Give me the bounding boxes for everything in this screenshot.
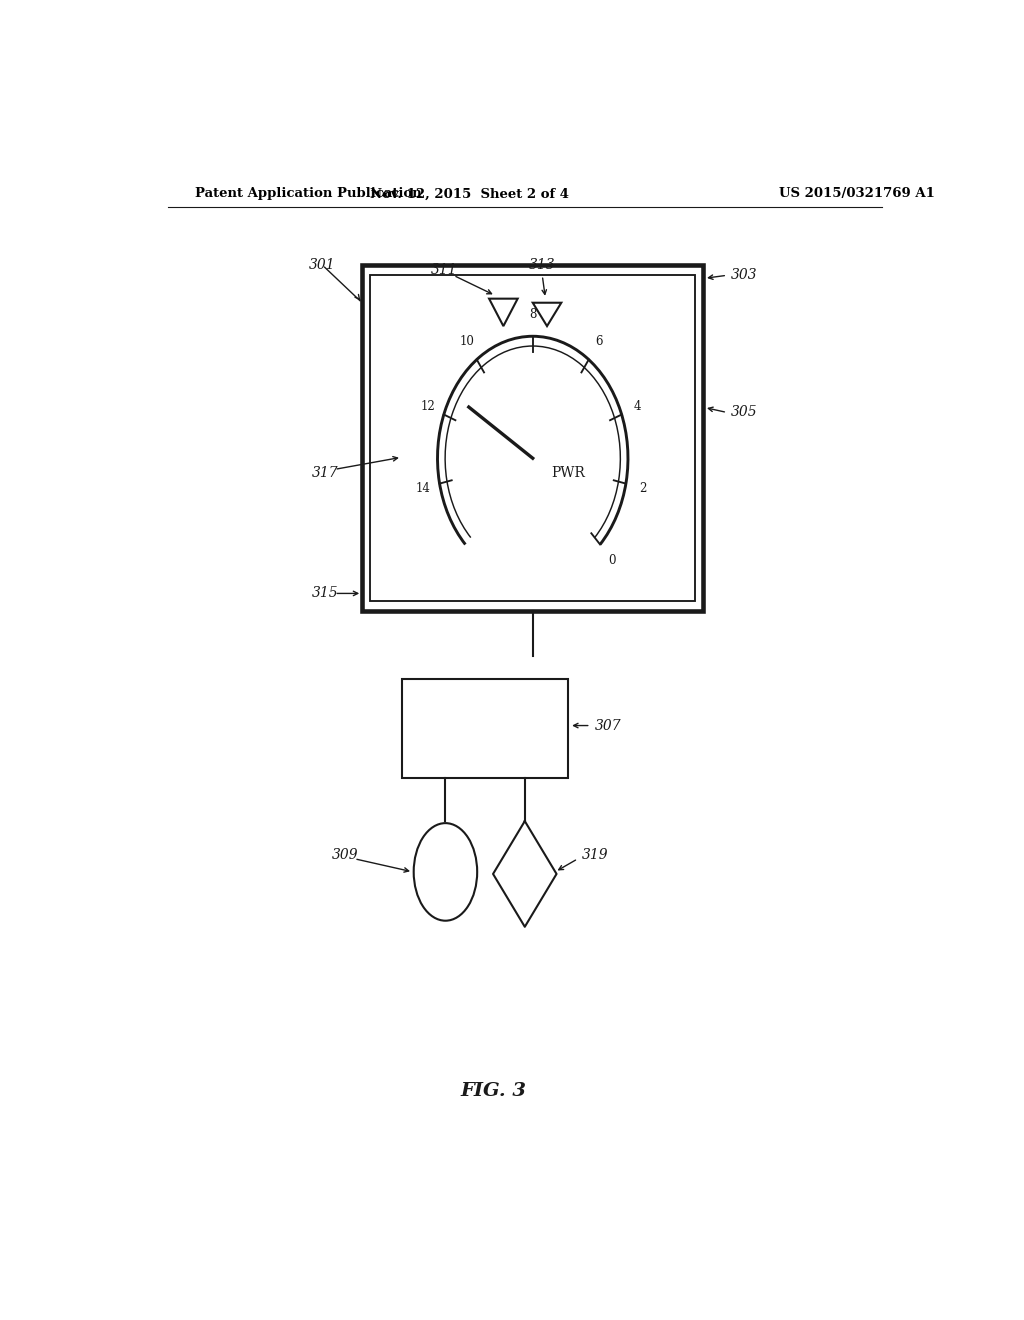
Text: 319: 319 [582,847,608,862]
Bar [401,678,568,779]
Text: 307: 307 [595,718,622,733]
Text: 4: 4 [634,400,641,413]
Text: 2: 2 [639,482,646,495]
Text: PWR: PWR [552,466,586,480]
Text: Nov. 12, 2015  Sheet 2 of 4: Nov. 12, 2015 Sheet 2 of 4 [370,187,568,201]
Text: 10: 10 [459,335,474,348]
Text: FIG. 3: FIG. 3 [460,1082,526,1101]
Bar [362,265,703,611]
Polygon shape [532,302,561,326]
Bar [370,276,695,601]
Text: Patent Application Publication: Patent Application Publication [196,187,422,201]
Text: 309: 309 [332,847,358,862]
Polygon shape [489,298,518,326]
Text: 8: 8 [529,308,537,321]
Text: 317: 317 [311,466,338,480]
Text: 303: 303 [731,268,758,282]
Text: 315: 315 [311,586,338,601]
Text: 305: 305 [731,405,758,420]
Text: 14: 14 [416,482,430,495]
Text: 6: 6 [595,335,602,348]
Text: 311: 311 [430,263,457,277]
Text: 0: 0 [608,553,616,566]
Text: 301: 301 [309,259,336,272]
Text: US 2015/0321769 A1: US 2015/0321769 A1 [778,187,935,201]
Text: 313: 313 [529,259,556,272]
Ellipse shape [414,824,477,921]
Text: 12: 12 [421,400,435,413]
